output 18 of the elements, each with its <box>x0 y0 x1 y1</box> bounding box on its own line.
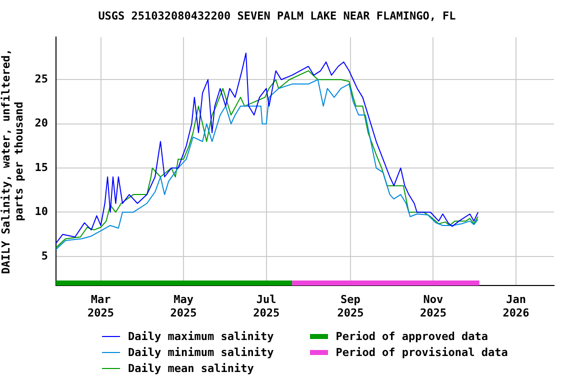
x-tick-label: Sep 2025 <box>337 293 364 320</box>
x-tick-label: Jan 2026 <box>502 293 530 320</box>
y-tick-label: 5 <box>41 249 48 262</box>
x-tick-label: Mar 2025 <box>88 293 114 320</box>
y-tick-label: 15 <box>34 160 48 174</box>
y-tick-label: 10 <box>34 205 48 218</box>
x-tick-label: Jul 2025 <box>253 293 280 320</box>
y-axis-title: DAILY Salinity, water, unfiltered, parts per thousand <box>0 48 26 274</box>
y-tick-label: 25 <box>34 72 48 86</box>
legend-label: Daily mean salinity <box>128 362 254 374</box>
x-tick-label: Nov 2025 <box>420 293 446 320</box>
legend-label: Daily minimum salinity <box>128 346 274 358</box>
x-tick-label: May 2025 <box>170 293 197 320</box>
y-tick-label: 20 <box>34 116 48 130</box>
legend-label: Period of provisional data <box>336 346 508 358</box>
legend-label: Daily maximum salinity <box>128 330 274 342</box>
chart-title: USGS 251032080432200 SEVEN PALM LAKE NEAR FLAMINGO, FL <box>98 9 456 22</box>
legend-label: Period of approved data <box>336 330 488 342</box>
